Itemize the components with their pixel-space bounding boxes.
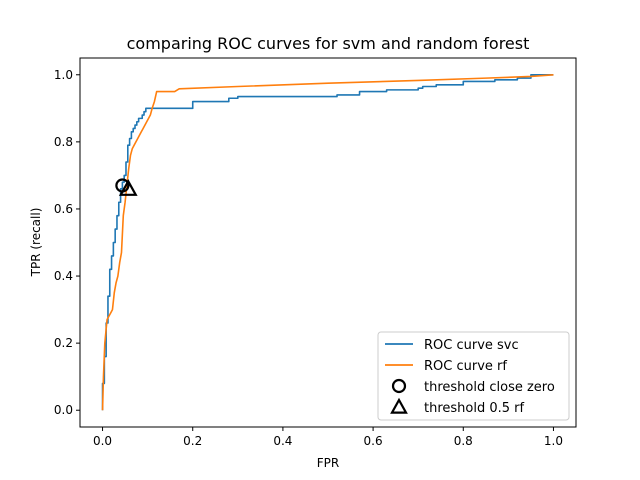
threshold-rf-marker bbox=[118, 179, 138, 196]
y-tick-label: 0.8 bbox=[54, 135, 73, 149]
y-tick-label: 0.4 bbox=[54, 269, 73, 283]
x-tick-label: 0.6 bbox=[364, 434, 383, 448]
x-tick-label: 0.8 bbox=[454, 434, 473, 448]
x-tick-label: 0.4 bbox=[273, 434, 292, 448]
y-axis-label: TPR (recall) bbox=[29, 208, 43, 278]
series-layer bbox=[101, 73, 554, 411]
y-axis: 0.0 0.2 0.4 0.6 0.8 1.0 bbox=[54, 68, 80, 417]
x-axis: 0.0 0.2 0.4 0.6 0.8 1.0 bbox=[93, 427, 563, 448]
legend-label-3: threshold 0.5 rf bbox=[424, 401, 525, 416]
chart-title: comparing ROC curves for svm and random … bbox=[127, 34, 530, 53]
legend-swatch-2 bbox=[391, 378, 407, 394]
legend-box bbox=[377, 331, 570, 421]
series-line-0 bbox=[101, 73, 554, 411]
y-tick-label: 0.6 bbox=[54, 202, 73, 216]
legend: ROC curve svc ROC curve rf threshold close… bbox=[377, 331, 570, 421]
legend-label-1: ROC curve rf bbox=[424, 359, 507, 374]
marker-layer bbox=[115, 178, 138, 196]
series-line-1 bbox=[101, 73, 554, 411]
y-tick-label: 0.0 bbox=[54, 403, 73, 417]
legend-swatch-3 bbox=[390, 397, 408, 414]
legend-label-0: ROC curve svc bbox=[424, 338, 519, 353]
x-axis-label: FPR bbox=[317, 456, 339, 470]
plot-frame bbox=[79, 57, 577, 428]
legend-label-2: threshold close zero bbox=[424, 380, 555, 395]
x-tick-label: 1.0 bbox=[544, 434, 563, 448]
y-tick-label: 0.2 bbox=[54, 336, 73, 350]
x-tick-label: 0.0 bbox=[93, 434, 112, 448]
x-tick-label: 0.2 bbox=[183, 434, 202, 448]
y-tick-label: 1.0 bbox=[54, 68, 73, 82]
